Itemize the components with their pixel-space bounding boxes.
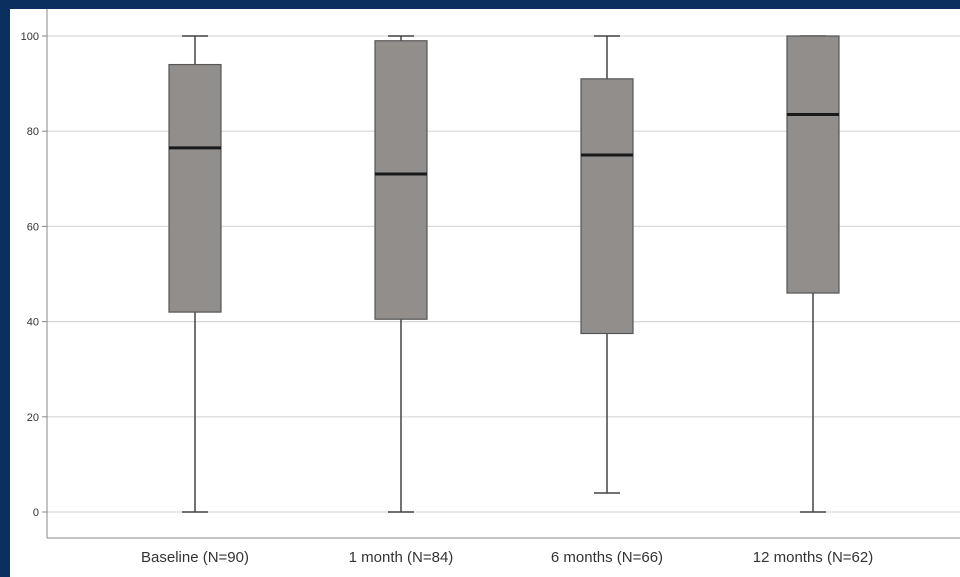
x-category-label: 12 months (N=62) bbox=[753, 549, 873, 566]
y-tick-label: 100 bbox=[21, 31, 39, 43]
chart-panel: 0 20 40 60 80 100 Baseline (N=90) 1 month (N=84… bbox=[10, 9, 960, 577]
y-tick-label: 0 bbox=[33, 507, 39, 519]
iqr-box bbox=[374, 40, 428, 320]
y-tick-label: 20 bbox=[27, 412, 39, 424]
box-group bbox=[786, 35, 840, 513]
x-category-label: Baseline (N=90) bbox=[141, 549, 249, 566]
x-category-label: 6 months (N=66) bbox=[551, 549, 663, 566]
box-group bbox=[374, 35, 428, 513]
iqr-box bbox=[786, 35, 840, 294]
box-group bbox=[580, 35, 634, 494]
iqr-box bbox=[168, 63, 222, 313]
y-tick-label: 80 bbox=[27, 126, 39, 138]
x-category-label: 1 month (N=84) bbox=[349, 549, 454, 566]
axes bbox=[42, 9, 960, 539]
y-tick-label: 60 bbox=[27, 221, 39, 233]
box-group bbox=[168, 35, 222, 513]
boxes bbox=[168, 35, 840, 513]
iqr-box bbox=[580, 78, 634, 335]
tick-labels: 0 20 40 60 80 100 Baseline (N=90) 1 month (N=84… bbox=[21, 31, 874, 566]
y-tick-label: 40 bbox=[27, 317, 39, 329]
boxplot-chart: 0 20 40 60 80 100 Baseline (N=90) 1 month (N=84… bbox=[21, 9, 960, 566]
